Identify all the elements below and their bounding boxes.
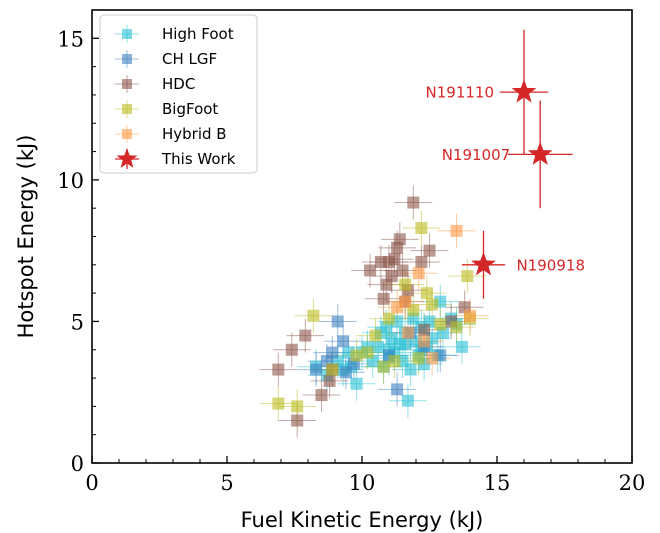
- point-annotations: N191110 N191007 N190918: [426, 84, 585, 275]
- data-point: [407, 196, 420, 209]
- data-point: [415, 222, 428, 235]
- data-point: [285, 343, 298, 356]
- data-point: [310, 363, 323, 376]
- legend-entry-label: CH LGF: [162, 50, 217, 68]
- data-point: [393, 233, 406, 246]
- data-point: [369, 329, 382, 342]
- legend-entry-label: Hybrid B: [162, 125, 227, 143]
- legend: High Foot CH LGF HDC BigFoot Hybrid B This Wo…: [99, 14, 258, 174]
- point-label: N191007: [442, 146, 510, 164]
- star-point: [527, 141, 553, 165]
- data-point: [450, 224, 463, 237]
- y-tick-label: 10: [57, 169, 84, 193]
- x-tick-label: 15: [484, 471, 511, 495]
- y-axis-label: Hotspot Energy (kJ): [14, 135, 38, 339]
- data-point: [391, 383, 404, 396]
- data-point: [388, 253, 401, 266]
- data-point: [350, 377, 363, 390]
- data-point: [299, 329, 312, 342]
- data-point: [326, 346, 339, 359]
- data-point: [399, 278, 412, 291]
- legend-entry-label: This Work: [161, 150, 236, 168]
- data-point: [461, 270, 474, 283]
- data-point: [323, 374, 336, 387]
- data-point: [377, 292, 390, 305]
- data-point: [361, 346, 374, 359]
- data-point: [426, 298, 439, 311]
- data-point: [423, 244, 436, 257]
- star-point: [511, 79, 537, 103]
- data-point: [337, 335, 350, 348]
- data-point: [426, 352, 439, 365]
- data-point: [364, 264, 377, 277]
- data-point: [412, 352, 425, 365]
- data-point: [326, 363, 339, 376]
- data-point: [401, 394, 414, 407]
- legend-entry-label: BigFoot: [162, 100, 218, 118]
- data-point: [450, 321, 463, 334]
- data-point: [331, 315, 344, 328]
- star-point: [471, 251, 496, 276]
- data-point: [272, 397, 285, 410]
- data-point: [307, 309, 320, 322]
- point-label: N190918: [517, 256, 585, 274]
- point-label: N191110: [426, 84, 494, 102]
- y-tick-label: 0: [71, 452, 84, 476]
- legend-entry-label: HDC: [162, 75, 195, 93]
- data-point: [396, 264, 409, 277]
- y-tick-label: 15: [57, 27, 84, 51]
- data-point: [350, 349, 363, 362]
- data-point: [418, 335, 431, 348]
- x-tick-label: 0: [85, 471, 98, 495]
- data-point: [272, 363, 285, 376]
- data-point: [420, 287, 433, 300]
- axis-ticks: 0 5 10 15 20 0 5 10 15: [57, 9, 646, 495]
- data-point: [291, 400, 304, 413]
- data-point: [377, 360, 390, 373]
- data-point: [291, 414, 304, 427]
- this-work-points: [471, 79, 553, 276]
- data-points: [272, 196, 476, 427]
- legend-marker: [122, 54, 132, 64]
- data-point: [415, 255, 428, 268]
- data-point: [399, 338, 412, 351]
- data-point: [372, 340, 385, 353]
- legend-marker: [116, 148, 138, 168]
- data-point: [383, 312, 395, 325]
- data-point: [464, 309, 476, 322]
- x-tick-label: 5: [220, 471, 233, 495]
- data-point: [404, 363, 417, 376]
- data-point: [399, 295, 412, 308]
- legend-entry-label: High Foot: [162, 25, 234, 43]
- data-point: [418, 323, 431, 336]
- legend-marker: [122, 129, 132, 139]
- y-tick-label: 5: [71, 310, 84, 334]
- data-point: [401, 326, 414, 339]
- data-point: [388, 355, 401, 368]
- legend-marker: [122, 104, 132, 114]
- data-point: [455, 340, 468, 353]
- x-tick-label: 20: [619, 471, 646, 495]
- x-axis-label: Fuel Kinetic Energy (kJ): [241, 508, 484, 532]
- x-tick-label: 10: [349, 471, 376, 495]
- legend-box: [99, 14, 258, 174]
- legend-marker: [122, 79, 132, 89]
- legend-marker: [122, 29, 132, 39]
- data-point: [315, 389, 328, 402]
- data-point: [412, 267, 425, 280]
- data-point: [385, 270, 398, 283]
- data-point: [434, 318, 447, 331]
